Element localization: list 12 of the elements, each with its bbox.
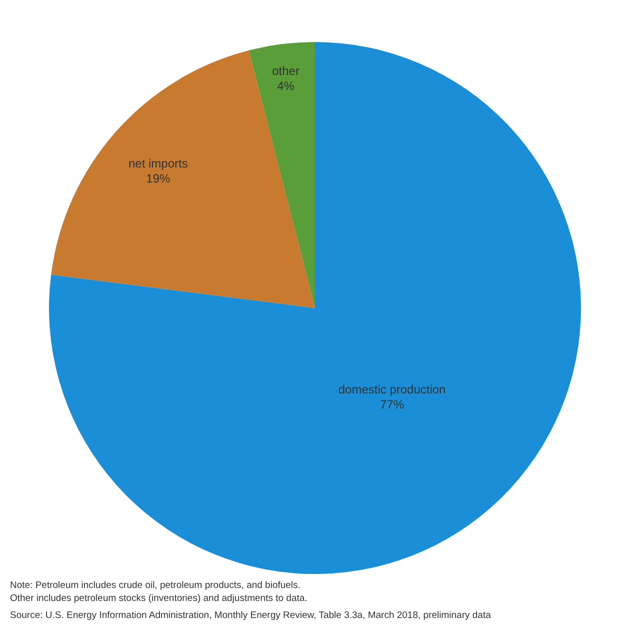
slice-label: net imports <box>128 156 188 171</box>
text: Note: Petroleum includes crude oil, petroleum products, and biofuels. <box>10 580 300 591</box>
pie-slice <box>49 42 581 574</box>
data-label: 77% <box>380 397 404 412</box>
slice-label: other <box>272 64 300 78</box>
text: Other includes petroleum stocks (inventories) and adjustments to data. <box>10 593 308 604</box>
source-note: Source: U.S. Energy Information Administration, Monthly Energy Review, Table 3.3a, March 2018, preliminary data <box>10 610 492 621</box>
pie-slice <box>51 50 315 308</box>
data-label: 19% <box>146 172 170 186</box>
data-label: 4% <box>277 78 295 93</box>
slice-label: domestic production <box>338 382 446 396</box>
pie-slice <box>248 42 315 308</box>
